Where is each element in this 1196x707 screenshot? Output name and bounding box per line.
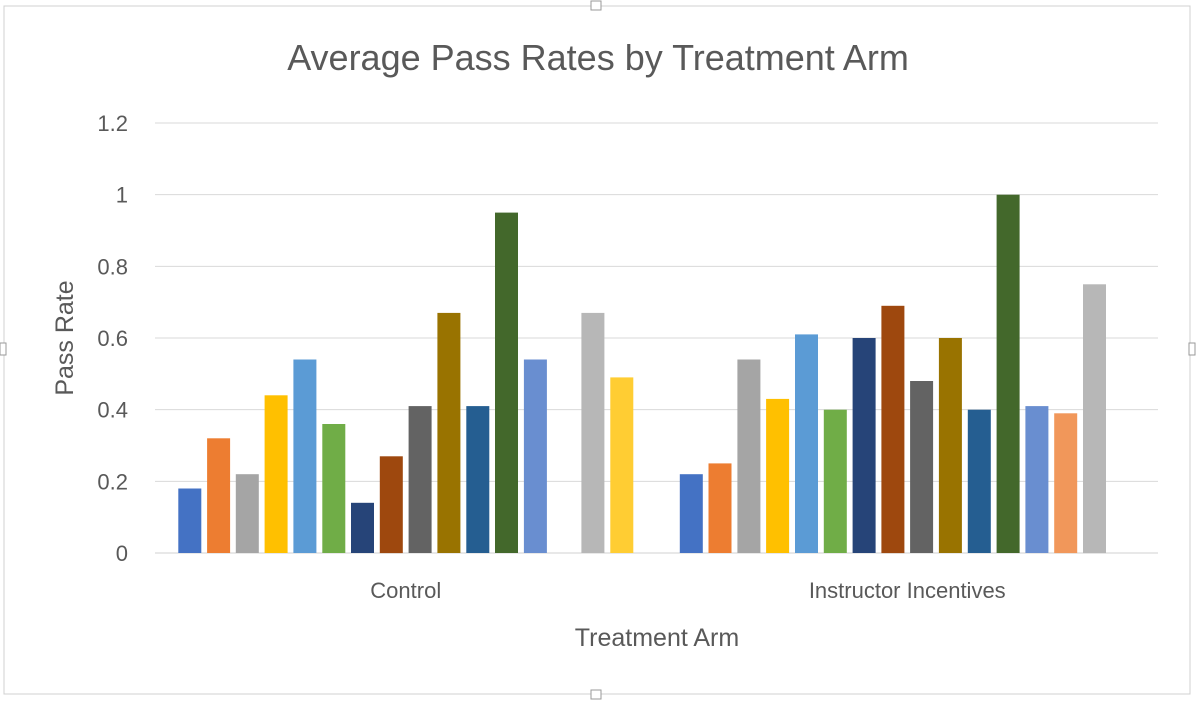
bars <box>178 194 1106 554</box>
gridlines <box>155 122 1158 554</box>
bar-instructor-incentives-13 <box>1025 406 1049 553</box>
bar-instructor-incentives-1 <box>679 474 703 553</box>
bar-control-12 <box>495 212 518 553</box>
bar-control-2 <box>207 438 231 553</box>
bar-instructor-incentives-7 <box>852 338 876 553</box>
x-axis-category-labels: Control Instructor Incentives <box>370 578 1005 603</box>
chart-title: Average Pass Rates by Treatment Arm <box>287 37 909 78</box>
resize-handle-left[interactable] <box>0 342 7 356</box>
bar-control-10 <box>437 312 461 553</box>
bar-control-7 <box>351 502 374 553</box>
bar-control-13 <box>523 359 547 553</box>
bar-instructor-incentives-6 <box>823 409 847 553</box>
x-category-label: Instructor Incentives <box>809 578 1006 603</box>
bar-instructor-incentives-3 <box>737 359 761 553</box>
resize-handle-bottom[interactable] <box>590 689 602 700</box>
bar-control-3 <box>235 474 259 553</box>
bar-instructor-incentives-2 <box>708 463 732 553</box>
bar-instructor-incentives-4 <box>766 398 790 553</box>
y-tick-label: 0 <box>116 541 128 566</box>
bar-instructor-incentives-5 <box>795 334 818 553</box>
x-axis-title: Treatment Arm <box>575 624 739 652</box>
y-axis-title: Pass Rate <box>51 280 79 395</box>
bar-instructor-incentives-11 <box>967 409 991 553</box>
resize-handle-right[interactable] <box>1188 342 1196 356</box>
y-tick-label: 0.8 <box>97 254 128 279</box>
bar-control-15 <box>581 312 605 553</box>
bar-instructor-incentives-8 <box>881 305 905 554</box>
bar-instructor-incentives-10 <box>938 338 962 553</box>
bar-control-8 <box>379 456 403 554</box>
y-axis-tick-labels: 0 0.2 0.4 0.6 0.8 1 1.2 <box>97 111 128 566</box>
bar-control-11 <box>466 406 490 553</box>
bar-control-6 <box>322 424 346 553</box>
y-tick-label: 0.6 <box>97 326 128 351</box>
y-tick-label: 0.4 <box>97 398 128 423</box>
y-tick-label: 1 <box>116 183 128 208</box>
bar-control-1 <box>178 488 202 553</box>
x-category-label: Control <box>370 578 441 603</box>
y-tick-label: 0.2 <box>97 469 128 494</box>
bar-control-9 <box>408 406 432 553</box>
bar-instructor-incentives-12 <box>996 194 1020 553</box>
resize-handle-top[interactable] <box>590 0 602 11</box>
y-tick-label: 1.2 <box>97 111 128 136</box>
bar-control-4 <box>264 395 288 553</box>
bar-instructor-incentives-15 <box>1083 284 1106 554</box>
bar-control-5 <box>293 359 317 553</box>
bar-instructor-incentives-14 <box>1054 413 1078 554</box>
bar-control-16 <box>610 377 634 553</box>
bar-instructor-incentives-9 <box>910 381 934 553</box>
